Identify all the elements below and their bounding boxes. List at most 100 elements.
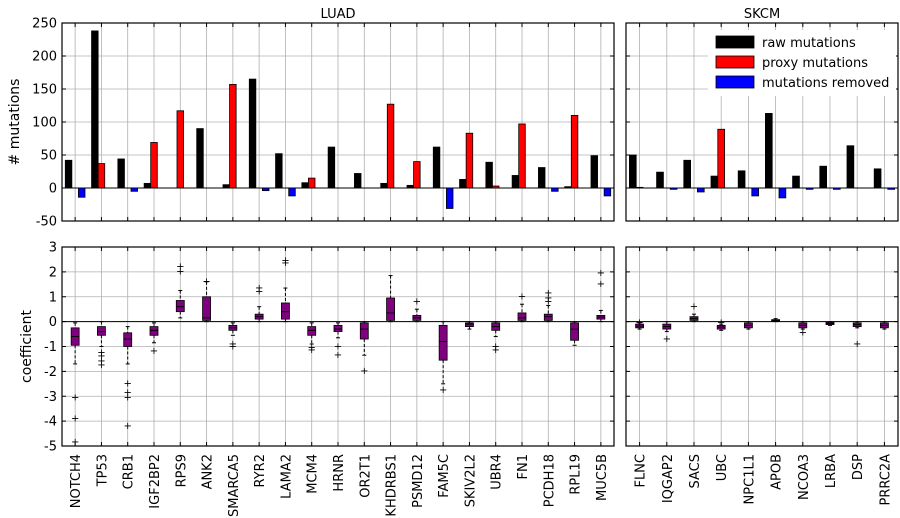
luad-box-flier-lama2-1: + bbox=[281, 255, 289, 266]
luad-bars-bar-raw-psmd12 bbox=[406, 184, 414, 189]
luad-box-flier-pcdh18-1: + bbox=[544, 293, 552, 304]
luad-bars-bar-raw-ryr2 bbox=[248, 78, 257, 189]
luad-box-flier-smarca5-1: + bbox=[229, 341, 237, 352]
luad-bars-bar-raw-igf2bp2 bbox=[143, 182, 152, 189]
skcm-box-flier-sacs-0: + bbox=[690, 301, 698, 312]
luad-box-flier-ryr2-1: + bbox=[255, 283, 263, 294]
skcm-bars-bar-raw-apob bbox=[765, 113, 773, 189]
luad-box-xlabel-rpl19: RPL19 bbox=[569, 454, 584, 495]
luad-bars-bar-proxy-rps9 bbox=[176, 110, 184, 189]
luad-box-box-fam5c bbox=[438, 324, 448, 361]
luad-bars-bar-removed-muc5b bbox=[603, 187, 612, 197]
luad-box-box-ank2 bbox=[202, 296, 211, 321]
luad-bars-ytick-label: 100 bbox=[32, 116, 57, 131]
luad-bars-bar-proxy-tp53 bbox=[97, 163, 106, 189]
skcm-bars-title: SKCM bbox=[744, 7, 780, 22]
luad-box-ytick-label: -5 bbox=[44, 440, 57, 455]
skcm-box-xlabel-sacs: SACS bbox=[688, 454, 703, 489]
luad-bars-bar-raw-pcdh18 bbox=[538, 167, 546, 189]
luad-box-xlabel-crb1: CRB1 bbox=[122, 454, 137, 489]
luad-box-xlabel-pcdh18: PCDH18 bbox=[542, 454, 557, 507]
skcm-box-frame bbox=[625, 246, 899, 447]
luad-bars-bar-raw-crb1 bbox=[117, 158, 125, 189]
luad-box-box-skiv2l2 bbox=[465, 322, 474, 327]
luad-bars-bar-raw-smarca5 bbox=[222, 184, 230, 189]
luad-box-box-pcdh18 bbox=[543, 313, 553, 321]
luad-bars-ytick-label: 200 bbox=[32, 50, 57, 65]
luad-box-flier-psmd12-0: + bbox=[413, 296, 421, 307]
luad-bars-ytick-label: -50 bbox=[36, 215, 57, 230]
luad-box-flier-notch4-1: + bbox=[71, 413, 79, 424]
luad-bars-bar-removed-lama2 bbox=[288, 187, 296, 197]
luad-bars-bar-proxy-igf2bp2 bbox=[150, 142, 158, 189]
skcm-box-xlabel-prrc2a: PRRC2A bbox=[878, 454, 893, 506]
luad-bars-bar-proxy-psmd12 bbox=[413, 161, 421, 189]
luad-bars-bar-raw-fn1 bbox=[511, 175, 520, 189]
luad-box-ytick-label: -1 bbox=[44, 340, 57, 355]
luad-box-ytick-label: 2 bbox=[49, 265, 57, 280]
luad-box-flier-tp53-2: + bbox=[97, 356, 105, 367]
skcm-box-xlabel-ncoa3: NCOA3 bbox=[797, 454, 812, 500]
skcm-box-xlabel-apob: APOB bbox=[770, 454, 785, 490]
luad-bars-bar-raw-khdrbs1 bbox=[380, 182, 388, 189]
skcm-box-xlabel-ubc: UBC bbox=[715, 454, 730, 481]
luad-bars-bar-raw-or2t1 bbox=[354, 173, 362, 189]
luad-box-box-rpl19 bbox=[570, 322, 579, 341]
luad-bars-bar-raw-tp53 bbox=[91, 30, 99, 189]
luad-box-xlabel-ank2: ANK2 bbox=[201, 454, 216, 489]
luad-box-flier-hrnr-0: + bbox=[334, 341, 342, 352]
luad-box-box-fn1 bbox=[517, 312, 527, 321]
luad-box-xlabel-igf2bp2: IGF2BP2 bbox=[148, 454, 163, 509]
skcm-bars-bar-raw-ncoa3 bbox=[792, 175, 800, 189]
luad-box-box-khdrbs1 bbox=[386, 297, 395, 321]
luad-box-flier-fn1-0: + bbox=[518, 292, 526, 303]
skcm-bars-bar-raw-prrc2a bbox=[873, 168, 882, 189]
luad-bars-bar-removed-pcdh18 bbox=[551, 187, 559, 192]
luad-box-flier-ubr4-1: + bbox=[492, 345, 500, 356]
luad-box-xlabel-psmd12: PSMD12 bbox=[411, 454, 426, 508]
skcm-bars-bar-removed-ncoa3 bbox=[805, 187, 814, 190]
legend-label-proxy: proxy mutations bbox=[762, 56, 868, 71]
luad-box-box-igf2bp2 bbox=[149, 326, 159, 336]
luad-box-flier-muc5b-0: + bbox=[597, 279, 605, 290]
legend-swatch-proxy bbox=[715, 55, 755, 69]
luad-box-flier-tp53-3: + bbox=[97, 360, 105, 371]
skcm-bars-bar-raw-dsp bbox=[846, 145, 855, 189]
skcm-bars-bar-removed-lrba bbox=[833, 187, 841, 190]
luad-box-xlabel-fam5c: FAM5C bbox=[437, 454, 452, 498]
skcm-box-xlabel-dsp: DSP bbox=[851, 454, 866, 480]
skcm-bars-frame bbox=[625, 22, 899, 222]
luad-box-xlabel-mcm4: MCM4 bbox=[306, 454, 321, 494]
skcm-bars-bar-raw-sacs bbox=[683, 159, 691, 189]
luad-bars-bar-proxy-rpl19 bbox=[570, 115, 579, 189]
luad-bars-bar-raw-ubr4 bbox=[485, 161, 493, 189]
luad-box-flier-crb1-1: + bbox=[124, 387, 132, 398]
luad-box-flier-tp53-1: + bbox=[97, 351, 105, 362]
luad-bars-bar-proxy-ubr4 bbox=[492, 185, 500, 189]
luad-box-flier-notch4-0: + bbox=[71, 392, 79, 403]
skcm-box-xlabel-iqgap2: IQGAP2 bbox=[661, 454, 676, 503]
skcm-box-flier-ubc-0: + bbox=[717, 318, 725, 329]
luad-box-flier-ryr2-0: + bbox=[255, 287, 263, 298]
skcm-bars-bar-proxy-flnc bbox=[635, 186, 644, 189]
luad-box-box-mcm4 bbox=[307, 326, 317, 336]
luad-box-ytick-label: -4 bbox=[44, 415, 57, 430]
luad-bars-bar-raw-hrnr bbox=[327, 146, 336, 189]
luad-box-flier-tp53-0: + bbox=[97, 347, 105, 358]
luad-bars-bar-proxy-smarca5 bbox=[229, 83, 237, 189]
skcm-box-flier-ncoa3-0: + bbox=[799, 328, 807, 339]
luad-box-box-hrnr bbox=[333, 324, 343, 332]
skcm-box-flier-dsp-0: + bbox=[853, 339, 861, 350]
luad-box-xlabel-skiv2l2: SKIV2L2 bbox=[463, 454, 478, 507]
luad-bars-bar-raw-notch4 bbox=[64, 159, 73, 189]
luad-bars-bar-removed-notch4 bbox=[78, 187, 86, 198]
luad-box-flier-or2t1-0: + bbox=[360, 366, 368, 377]
luad-box-xlabel-smarca5: SMARCA5 bbox=[227, 454, 242, 517]
luad-box-box-tp53 bbox=[97, 326, 106, 336]
luad-box-frame bbox=[61, 246, 615, 447]
luad-bars-bar-raw-mcm4 bbox=[301, 182, 309, 189]
luad-box-flier-lama2-0: + bbox=[281, 258, 289, 269]
luad-box-box-lama2 bbox=[281, 302, 290, 320]
luad-box-flier-hrnr-1: + bbox=[334, 350, 342, 361]
luad-bars-bar-removed-ryr2 bbox=[262, 187, 270, 192]
